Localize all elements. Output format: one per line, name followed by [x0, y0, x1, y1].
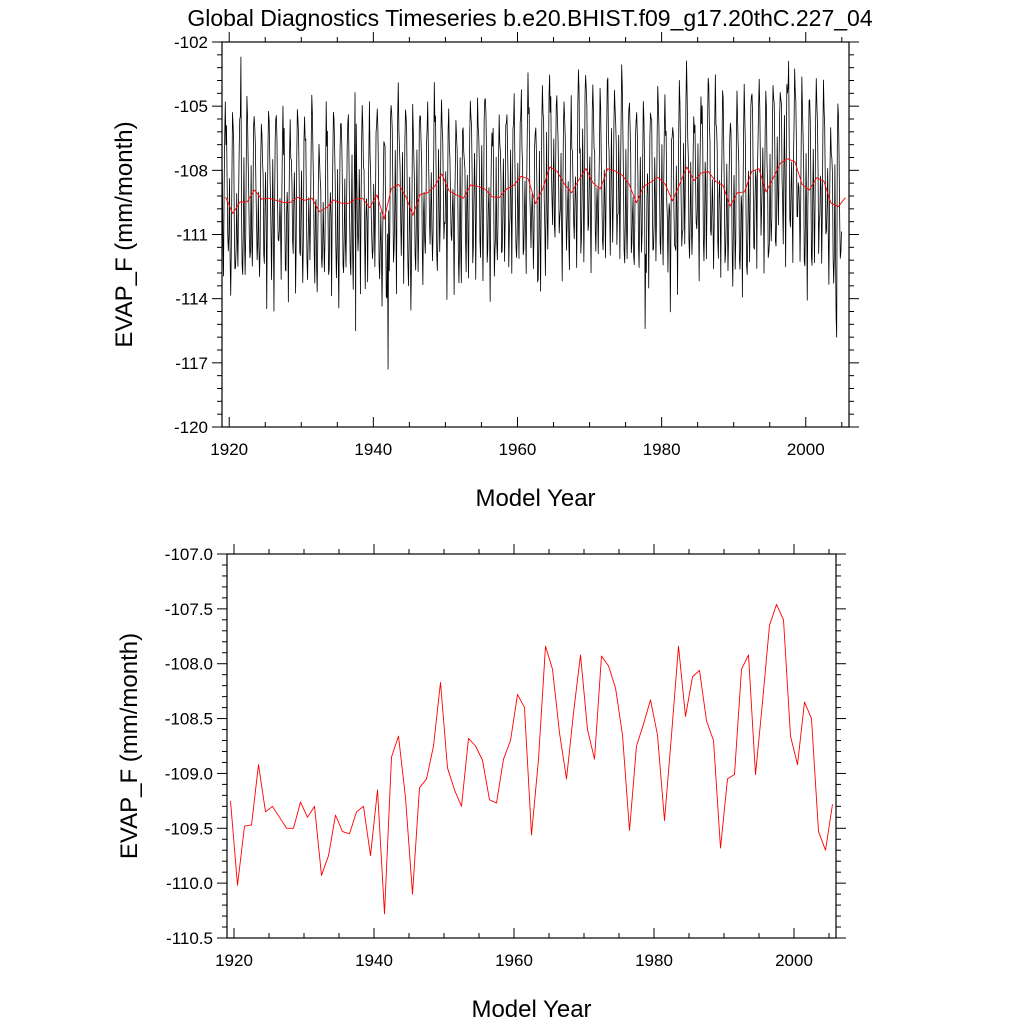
bottom-panel: 1920 1940 1960 1980 2000 -110.5 -110.0 -109.5 -1…: [116, 544, 846, 1023]
y-tick-label: -117: [175, 354, 208, 373]
y-tick-label: -105: [174, 97, 208, 116]
top-panel: 1920 1940 1960 1980 2000 -120 -117 -114 -111 -108…: [111, 32, 859, 512]
x-tick-label: 2000: [787, 440, 825, 459]
y-tick-label: -114: [175, 290, 208, 309]
y-tick-label: -111: [176, 226, 208, 245]
x-tick-label: 1920: [210, 440, 248, 459]
x-tick-label: 1960: [495, 951, 533, 970]
series-line-1: [225, 158, 846, 220]
y-tick-label: -108.0: [165, 655, 213, 674]
series-line-0: [221, 56, 842, 370]
chart-title: Global Diagnostics Timeseries b.e20.BHIS…: [187, 5, 873, 31]
x-tick-label: 1920: [215, 951, 253, 970]
y-tick-label: -109.5: [165, 819, 213, 838]
y-tick-label: -107.0: [165, 545, 213, 564]
y-tick-label: -107.5: [165, 600, 213, 619]
x-tick-label: 1940: [355, 951, 393, 970]
y-tick-label: -120: [174, 418, 208, 437]
y-tick-label: -102: [174, 33, 208, 52]
y-tick-label: -110.5: [166, 929, 213, 948]
y-tick-label: -109.0: [165, 764, 213, 783]
x-axis-title: Model Year: [475, 485, 595, 512]
x-tick-label: 1980: [635, 951, 673, 970]
y-tick-label: -110.0: [166, 874, 213, 893]
x-tick-label: 1940: [354, 440, 392, 459]
plot-frame: [226, 553, 837, 939]
x-axis-title: Model Year: [471, 996, 591, 1023]
x-tick-label: 1960: [499, 440, 537, 459]
y-axis-title: EVAP_F (mm/month): [116, 633, 143, 859]
x-tick-label: 1980: [643, 440, 681, 459]
x-tick-label: 2000: [775, 951, 813, 970]
y-tick-label: -108.5: [165, 710, 213, 729]
y-tick-label: -108: [174, 161, 208, 180]
series-line-0: [230, 604, 833, 915]
y-axis-title: EVAP_F (mm/month): [111, 121, 138, 347]
